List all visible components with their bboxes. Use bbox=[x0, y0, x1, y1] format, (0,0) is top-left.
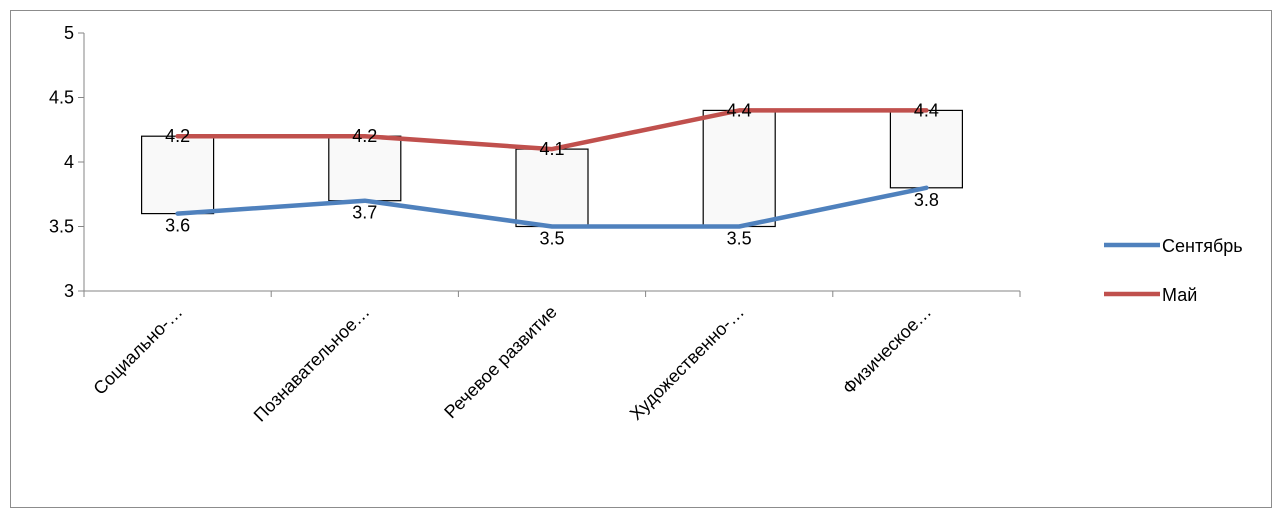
data-label-may: 4.2 bbox=[165, 126, 190, 146]
legend-label-may: Май bbox=[1162, 285, 1197, 305]
legend-label-sentyabr: Сентябрь bbox=[1162, 236, 1243, 256]
x-category-label: Речевое развитие bbox=[440, 302, 560, 422]
y-tick-label: 4.5 bbox=[49, 88, 74, 108]
data-label-may: 4.1 bbox=[539, 139, 564, 159]
up-bar bbox=[889, 109, 964, 189]
y-tick-label: 3 bbox=[64, 281, 74, 301]
series-line-may bbox=[175, 108, 929, 152]
data-labels: 3.6 3.7 3.5 3.5 3.8 4.2 4.2 4.1 4.4 4.4 bbox=[165, 100, 939, 248]
y-tick-label: 3.5 bbox=[49, 217, 74, 237]
up-bar bbox=[515, 148, 589, 228]
legend: Сентябрь Май bbox=[1104, 236, 1243, 305]
data-label-may: 4.4 bbox=[727, 100, 752, 120]
up-down-bars bbox=[141, 109, 964, 228]
data-label-sentyabr: 3.6 bbox=[165, 216, 190, 236]
data-label-sentyabr: 3.8 bbox=[914, 190, 939, 210]
data-label-sentyabr: 3.7 bbox=[352, 203, 377, 223]
x-category-label: Художественно-… bbox=[626, 302, 748, 424]
y-tick-label: 4 bbox=[64, 152, 74, 172]
series-line-sentyabr bbox=[175, 185, 929, 229]
x-category-label: Социально-… bbox=[89, 302, 186, 399]
up-bar bbox=[702, 109, 776, 228]
up-bar bbox=[141, 135, 215, 215]
data-label-sentyabr: 3.5 bbox=[539, 229, 564, 249]
data-label-may: 4.2 bbox=[352, 126, 377, 146]
data-label-sentyabr: 3.5 bbox=[727, 229, 752, 249]
data-label-may: 4.4 bbox=[914, 100, 939, 120]
x-category-label: Познавательное… bbox=[250, 302, 374, 426]
chart-frame bbox=[10, 10, 1272, 508]
series-lines bbox=[175, 108, 929, 229]
x-category-label: Физическое… bbox=[839, 302, 936, 399]
y-tick-label: 5 bbox=[64, 23, 74, 43]
